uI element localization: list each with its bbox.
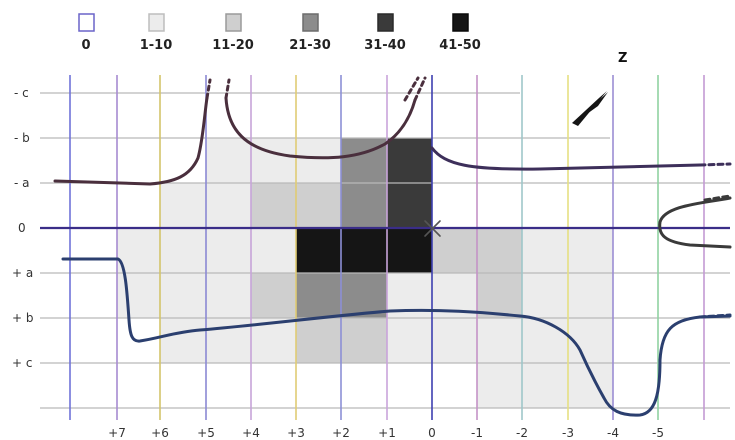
x-label-zero: 0 <box>428 426 436 440</box>
z-label: Z <box>618 51 627 66</box>
z-direction-marker: Z <box>572 51 627 126</box>
right-loop-curve <box>658 196 732 249</box>
y-label-minus-b: - b <box>14 131 30 145</box>
heatmap-cell <box>251 273 296 318</box>
heatmap-cell <box>117 273 160 318</box>
legend-label-41-50: 41-50 <box>439 38 481 53</box>
x-label-plus-6: +6 <box>151 426 169 440</box>
heatmap-cell <box>477 273 522 318</box>
upper-center-tick-dashed <box>403 76 420 102</box>
vertical-grid <box>69 75 705 420</box>
heatmap-cell <box>251 138 296 183</box>
heatmap-cell <box>522 273 568 318</box>
heatmap-cell <box>251 183 296 228</box>
upper-right-curve-dashed <box>698 162 732 167</box>
x-label-minus-5: -5 <box>652 426 664 440</box>
heatmap-cell <box>296 318 341 363</box>
legend-swatch-1-10 <box>148 13 165 32</box>
heatmap-cell <box>296 183 341 228</box>
legend-item-41-50: 41-50 <box>439 13 481 53</box>
legend-label-0: 0 <box>81 38 90 53</box>
legend-label-11-20: 11-20 <box>212 38 254 53</box>
legend-item-0: 0 <box>78 13 95 53</box>
upper-right-curve <box>430 146 702 171</box>
legend-swatch-11-20 <box>225 13 242 32</box>
heatmap-cell <box>296 273 341 318</box>
x-label-plus-2: +2 <box>332 426 350 440</box>
heatmap-cell <box>522 318 568 363</box>
heatmap-cell <box>341 138 387 183</box>
heatmap-cell <box>206 228 251 273</box>
horizontal-grid <box>40 92 730 409</box>
heatmap-cell <box>522 363 568 408</box>
right-loop-curve-dashed <box>703 194 732 202</box>
heatmap-cell <box>341 318 387 363</box>
legend-item-21-30: 21-30 <box>289 13 331 53</box>
legend-label-1-10: 1-10 <box>140 38 173 53</box>
y-label-plus-c: + c <box>12 356 32 370</box>
heatmap-cell <box>160 318 206 363</box>
legend-item-11-20: 11-20 <box>212 13 254 53</box>
heatmap-cell <box>117 228 160 273</box>
x-label-plus-5: +5 <box>197 426 215 440</box>
legend-swatch-21-30 <box>302 13 319 32</box>
lower-left-curve <box>61 257 732 417</box>
upper-left-curve-dashed <box>205 78 212 100</box>
upper-left-curve <box>53 96 209 186</box>
legend-label-21-30: 21-30 <box>289 38 331 53</box>
legend-label-31-40: 31-40 <box>364 38 406 53</box>
legend-item-1-10: 1-10 <box>140 13 173 53</box>
heatmap-cell <box>477 318 522 363</box>
legend: 0 1-10 11-20 21-30 31-40 41-50 <box>78 13 481 53</box>
upper-center-curve-dashed <box>413 76 427 102</box>
heatmap-cell <box>568 228 613 273</box>
heatmap-cell <box>341 228 387 273</box>
heatmap-cell <box>206 273 251 318</box>
origin-cross <box>424 220 441 237</box>
x-label-minus-3: -3 <box>562 426 574 440</box>
y-label-plus-a: + a <box>12 266 33 280</box>
x-axis-labels: +7 +6 +5 +4 +3 +2 +1 0 -1 -2 -3 -4 -5 <box>108 426 664 440</box>
heatmap-cell <box>387 138 432 183</box>
heatmap-cell <box>296 228 341 273</box>
heatmap-cell <box>477 228 522 273</box>
upper-left-tick-dashed <box>224 78 231 100</box>
z-arrow-icon-body <box>572 91 607 126</box>
x-label-plus-4: +4 <box>242 426 260 440</box>
lower-right-curve-dashed <box>698 313 732 319</box>
heatmap-cell <box>568 273 613 318</box>
y-label-minus-a: - a <box>14 176 30 190</box>
y-axis-labels: - c - b - a 0 + a + b + c <box>12 86 34 370</box>
x-label-minus-4: -4 <box>607 426 619 440</box>
heatmap-cell <box>477 363 522 408</box>
x-label-plus-7: +7 <box>108 426 126 440</box>
heatmap-cell <box>296 138 341 183</box>
legend-swatch-41-50 <box>452 13 469 32</box>
y-label-zero: 0 <box>18 221 26 235</box>
heatmap-cell <box>568 318 613 363</box>
heatmap-cell <box>387 318 432 363</box>
heatmap-cell <box>341 183 387 228</box>
upper-center-curve <box>224 96 417 160</box>
y-label-plus-b: + b <box>12 311 34 325</box>
heatmap-cell <box>206 183 251 228</box>
legend-swatch-0 <box>78 13 95 32</box>
heatmap-cell <box>206 138 251 183</box>
heatmap-cell <box>251 228 296 273</box>
legend-swatch-31-40 <box>377 13 394 32</box>
x-label-plus-3: +3 <box>287 426 305 440</box>
x-label-minus-2: -2 <box>516 426 528 440</box>
heatmap-cell <box>160 183 206 228</box>
y-label-minus-c: - c <box>14 86 29 100</box>
heatmap-cell <box>160 273 206 318</box>
heatmap-cell <box>160 228 206 273</box>
x-label-plus-1: +1 <box>378 426 396 440</box>
x-label-minus-1: -1 <box>471 426 483 440</box>
heatmap-cell <box>432 318 477 363</box>
legend-item-31-40: 31-40 <box>364 13 406 53</box>
heatmap-cell <box>522 228 568 273</box>
boundary-curves <box>53 76 732 417</box>
